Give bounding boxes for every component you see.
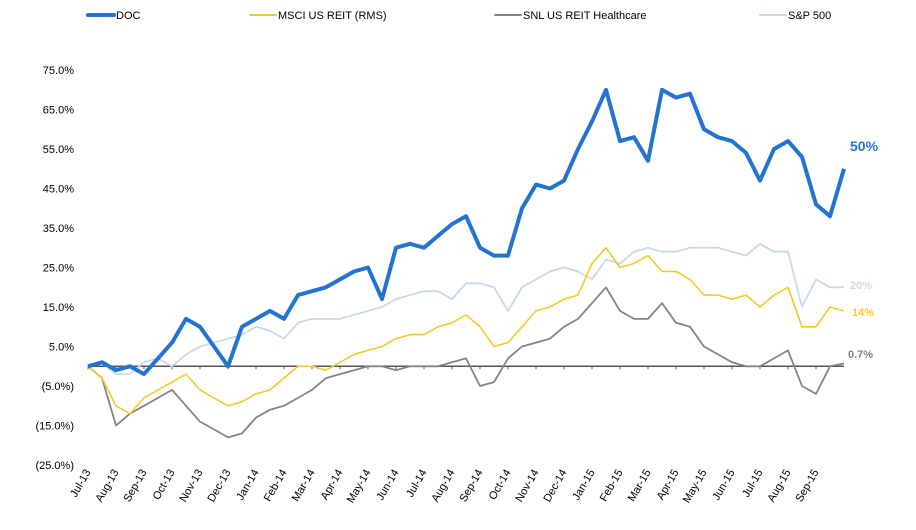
x-tick-label: May-14 [345,468,374,506]
x-tick-label: May-15 [681,468,710,506]
legend-label: S&P 500 [788,10,831,22]
end-label: 14% [852,307,874,319]
series-lines [87,87,846,439]
y-tick-label: (5.0%) [42,381,74,393]
legend-label: DOC [116,10,141,22]
x-tick-label: Jan-15 [570,468,597,503]
x-tick-label: Feb-15 [598,468,626,504]
x-tick-label: Sep-13 [121,468,149,505]
y-tick-label: 45.0% [43,184,74,196]
x-tick-label: Mar-15 [626,468,654,504]
x-tick-label: Sep-14 [457,468,485,505]
end-label: 50% [850,138,879,154]
x-tick-label: Jan-14 [234,468,261,503]
end-label: 0.7% [848,349,873,361]
y-axis: 75.0% 65.0% 55.0% 45.0% 35.0% 25.0% 15.0% 5.0% (… [35,65,74,472]
x-tick-label: Dec-13 [205,468,233,505]
y-tick-label: 5.0% [49,342,74,354]
y-tick-label: 55.0% [43,144,74,156]
x-tick-label: Jul-13 [68,468,93,500]
x-tick-label: Dec-14 [541,468,569,505]
y-tick-label: 75.0% [43,65,74,77]
x-tick-label: Aug-13 [93,468,121,505]
x-tick-label: Nov-14 [513,468,541,505]
x-tick-label: Jul-15 [740,468,765,500]
x-tick-label: Aug-15 [765,468,793,505]
x-tick-label: Jun-15 [710,468,737,503]
legend-label: SNL US REIT Healthcare [523,10,647,22]
y-tick-label: (25.0%) [35,460,74,472]
series-line-doc [87,87,846,377]
series-line-msci-us-reit-rms- [87,246,845,415]
legend-label: MSCI US REIT (RMS) [278,10,387,22]
x-axis: Jul-13 Aug-13 Sep-13 Oct-13 Nov-13 Dec-13 Jan-… [68,365,844,506]
end-labels: 50% 14% 0.7% 20% [848,138,879,361]
series-line-snl-us-reit-healthcare [87,286,845,439]
legend: DOC MSCI US REIT (RMS) SNL US REIT Healthc… [86,10,831,22]
x-tick-label: Jul-14 [404,468,429,500]
series-line-s-p-500 [87,242,844,375]
x-tick-label: Apr-15 [655,468,682,503]
y-tick-label: 25.0% [43,263,74,275]
x-tick-label: Nov-13 [177,468,205,505]
x-tick-label: Sep-15 [793,468,821,505]
x-tick-label: Aug-14 [429,468,457,505]
x-tick-label: Apr-14 [319,468,346,503]
y-tick-label: 65.0% [43,105,74,117]
x-tick-label: Jun-14 [374,468,401,503]
x-tick-label: Oct-13 [151,468,178,503]
x-tick-label: Mar-14 [290,468,318,504]
x-tick-label: Feb-14 [262,468,290,504]
y-tick-label: 35.0% [43,223,74,235]
y-tick-label: 15.0% [43,302,74,314]
y-tick-label: (15.0%) [35,421,74,433]
end-label: 20% [850,280,872,292]
x-tick-label: Oct-14 [487,468,514,503]
